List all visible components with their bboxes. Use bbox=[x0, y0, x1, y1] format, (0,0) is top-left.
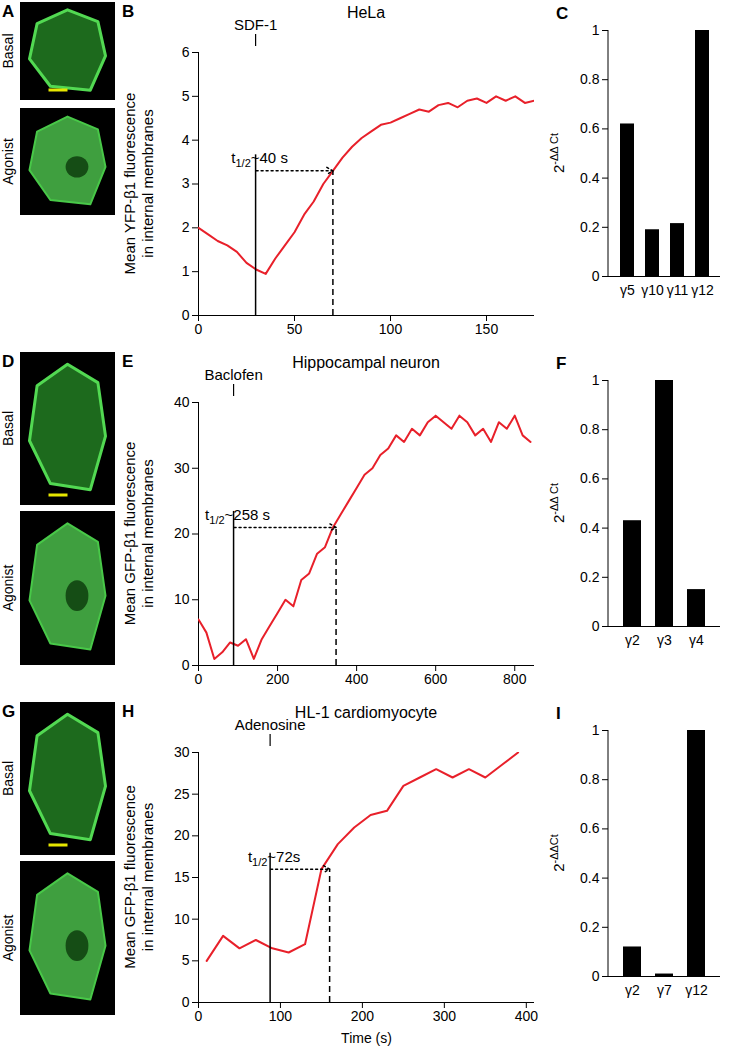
svg-text:150: 150 bbox=[475, 321, 499, 337]
html-text:C: C bbox=[556, 4, 569, 23]
html-text:H: H bbox=[122, 702, 135, 721]
svg-text:2: 2 bbox=[182, 219, 190, 235]
svg-text:30: 30 bbox=[174, 744, 190, 760]
svg-text:0: 0 bbox=[182, 307, 190, 323]
html-text:B: B bbox=[122, 2, 135, 21]
svg-text:200: 200 bbox=[351, 1008, 375, 1024]
svg-text:0.2: 0.2 bbox=[580, 219, 600, 235]
svg-text:γ2: γ2 bbox=[625, 632, 640, 648]
svg-text:Basal: Basal bbox=[0, 33, 16, 68]
svg-text:1: 1 bbox=[592, 22, 600, 38]
svg-text:1: 1 bbox=[592, 722, 600, 738]
svg-text:10: 10 bbox=[174, 591, 190, 607]
svg-text:50: 50 bbox=[287, 321, 303, 337]
svg-text:0.8: 0.8 bbox=[580, 771, 600, 787]
html-text:G: G bbox=[2, 702, 16, 721]
svg-text:600: 600 bbox=[424, 671, 448, 687]
svg-text:0.6: 0.6 bbox=[580, 470, 600, 486]
svg-text:0: 0 bbox=[592, 268, 600, 284]
svg-text:t1/2~258 s: t1/2~258 s bbox=[205, 506, 270, 526]
svg-text:0.4: 0.4 bbox=[580, 520, 600, 536]
svg-text:Baclofen: Baclofen bbox=[204, 366, 262, 383]
svg-text:γ3: γ3 bbox=[657, 632, 672, 648]
svg-text:t1/2~40 s: t1/2~40 s bbox=[231, 149, 288, 169]
svg-text:0: 0 bbox=[195, 671, 203, 687]
svg-text:Mean GFP-β1 fluorescencein int: Mean GFP-β1 fluorescencein internal memb… bbox=[121, 785, 156, 969]
svg-text:Time (s): Time (s) bbox=[341, 1030, 392, 1046]
svg-text:γ12: γ12 bbox=[691, 282, 714, 298]
svg-text:6: 6 bbox=[182, 44, 190, 60]
svg-text:0.6: 0.6 bbox=[580, 120, 600, 136]
svg-text:2-ΔΔCt: 2-ΔΔCt bbox=[548, 834, 567, 872]
svg-text:γ11: γ11 bbox=[667, 282, 689, 298]
html-text:F: F bbox=[556, 354, 567, 373]
svg-text:3: 3 bbox=[182, 175, 190, 191]
html-text:HL-1 cardiomyocyte: HL-1 cardiomyocyte bbox=[294, 704, 438, 721]
svg-text:0: 0 bbox=[182, 994, 190, 1010]
svg-text:γ5: γ5 bbox=[620, 282, 635, 298]
svg-text:10: 10 bbox=[174, 911, 190, 927]
svg-text:γ2: γ2 bbox=[625, 982, 640, 998]
svg-text:0.6: 0.6 bbox=[580, 820, 600, 836]
svg-text:2-ΔΔ Ct: 2-ΔΔ Ct bbox=[548, 483, 567, 523]
svg-text:300: 300 bbox=[433, 1008, 457, 1024]
svg-text:800: 800 bbox=[503, 671, 527, 687]
html-text:D: D bbox=[2, 352, 15, 371]
svg-text:40: 40 bbox=[174, 394, 190, 410]
svg-text:0.4: 0.4 bbox=[580, 170, 600, 186]
svg-text:Mean YFP-β1 fluorescencein int: Mean YFP-β1 fluorescencein internal memb… bbox=[121, 93, 156, 275]
svg-text:400: 400 bbox=[345, 671, 369, 687]
svg-text:15: 15 bbox=[174, 869, 190, 885]
svg-text:Agonist: Agonist bbox=[0, 915, 16, 962]
svg-text:γ12: γ12 bbox=[685, 982, 708, 998]
svg-text:0.8: 0.8 bbox=[580, 421, 600, 437]
svg-text:1: 1 bbox=[182, 263, 190, 279]
svg-text:20: 20 bbox=[174, 525, 190, 541]
svg-text:0: 0 bbox=[592, 968, 600, 984]
svg-text:t1/2~72s: t1/2~72s bbox=[248, 848, 300, 868]
svg-text:200: 200 bbox=[266, 671, 290, 687]
svg-text:Basal: Basal bbox=[0, 411, 16, 446]
svg-text:5: 5 bbox=[182, 952, 190, 968]
svg-text:SDF-1: SDF-1 bbox=[234, 16, 277, 33]
svg-text:γ10: γ10 bbox=[641, 282, 664, 298]
html-text:I: I bbox=[556, 704, 561, 723]
svg-text:4: 4 bbox=[182, 132, 190, 148]
html-text:A: A bbox=[2, 2, 15, 21]
svg-text:100: 100 bbox=[269, 1008, 293, 1024]
svg-text:Mean GFP-β1 fluorescencein int: Mean GFP-β1 fluorescencein internal memb… bbox=[121, 442, 156, 626]
html-text:HeLa: HeLa bbox=[346, 4, 386, 21]
svg-text:Agonist: Agonist bbox=[0, 565, 16, 612]
svg-text:25: 25 bbox=[174, 786, 190, 802]
svg-text:1: 1 bbox=[592, 372, 600, 388]
svg-text:30: 30 bbox=[174, 460, 190, 476]
svg-text:0: 0 bbox=[182, 657, 190, 673]
html-text:Hippocampal neuron: Hippocampal neuron bbox=[292, 354, 440, 371]
svg-text:Adenosine: Adenosine bbox=[234, 716, 306, 733]
svg-text:γ4: γ4 bbox=[689, 632, 704, 648]
svg-text:20: 20 bbox=[174, 827, 190, 843]
svg-text:0: 0 bbox=[592, 618, 600, 634]
svg-text:Agonist: Agonist bbox=[0, 138, 16, 185]
svg-text:5: 5 bbox=[182, 88, 190, 104]
svg-text:Basal: Basal bbox=[0, 761, 16, 796]
svg-text:0.8: 0.8 bbox=[580, 71, 600, 87]
html-text:E: E bbox=[122, 352, 134, 371]
svg-text:γ7: γ7 bbox=[657, 982, 672, 998]
svg-text:2-ΔΔ Ct: 2-ΔΔ Ct bbox=[548, 133, 567, 173]
svg-text:0.4: 0.4 bbox=[580, 870, 600, 886]
svg-text:0.2: 0.2 bbox=[580, 569, 600, 585]
svg-text:0.2: 0.2 bbox=[580, 919, 600, 935]
svg-text:400: 400 bbox=[515, 1008, 539, 1024]
svg-text:0: 0 bbox=[195, 1008, 203, 1024]
svg-text:100: 100 bbox=[379, 321, 403, 337]
svg-text:0: 0 bbox=[195, 321, 203, 337]
